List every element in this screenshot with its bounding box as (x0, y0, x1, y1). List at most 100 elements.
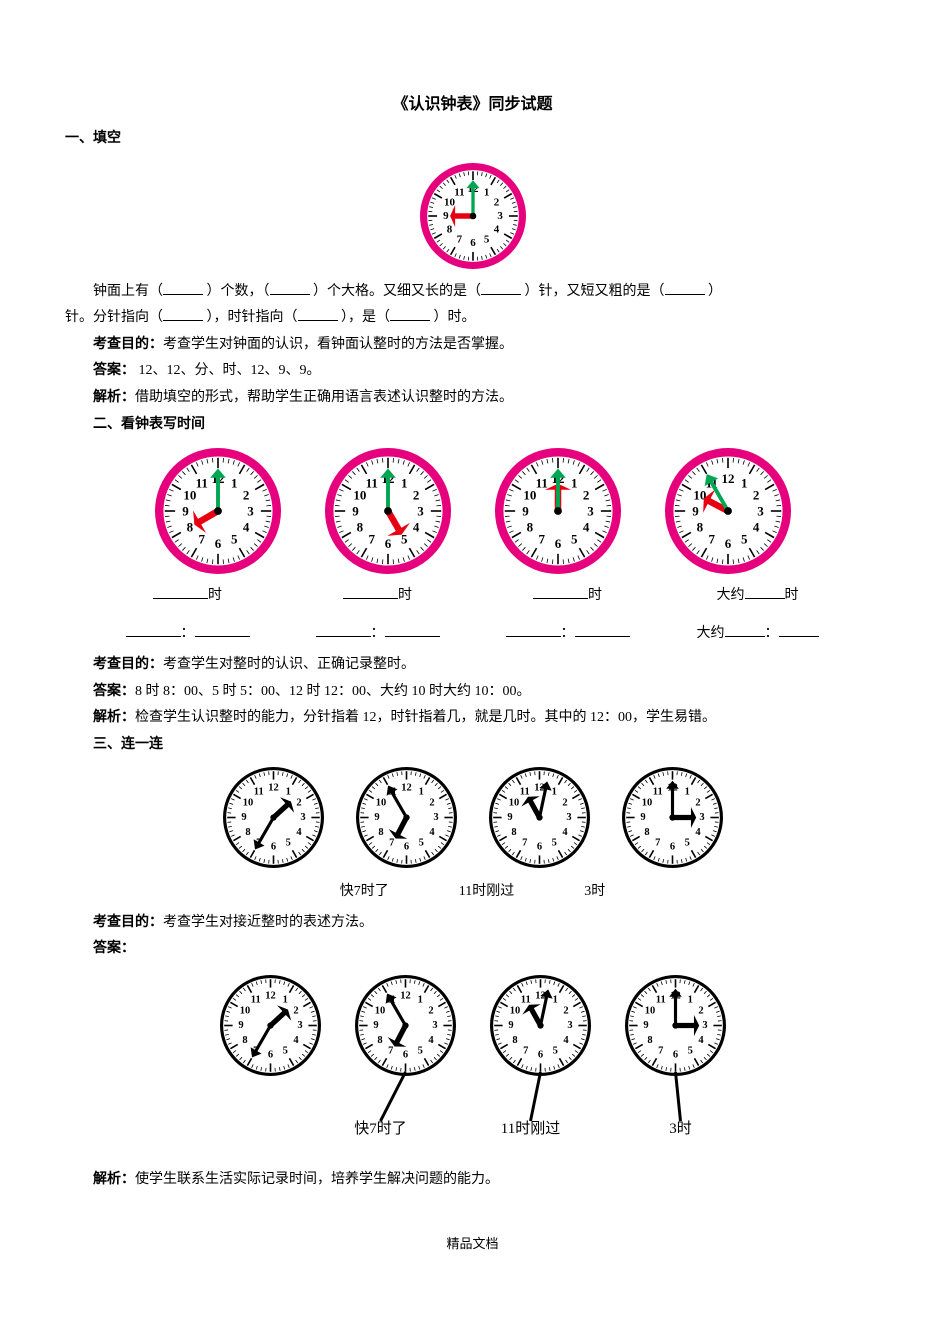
clock-item: 123456789101112 (663, 446, 793, 576)
section1-fill-line1: 钟面上有（ ）个数，（ ）个大格。又细又长的是（ ）针，又短又粗的是（ ） (65, 279, 880, 306)
svg-text:5: 5 (740, 532, 747, 547)
blank (779, 622, 819, 637)
section3-labels-top: 快7时了 11时刚过 3时 (65, 880, 880, 900)
svg-text:5: 5 (552, 1045, 557, 1056)
svg-text:6: 6 (724, 536, 731, 551)
svg-text:4: 4 (429, 826, 435, 837)
blank (270, 280, 310, 295)
section2-heading: 二、看钟表写时间 (65, 412, 880, 439)
svg-text:9: 9 (507, 812, 512, 823)
label: 解析： (93, 390, 135, 405)
svg-text:2: 2 (493, 196, 499, 208)
worksheet-page: 《认识钟表》同步试题 一、填空 123456789101112 钟面上有（ ）个… (0, 0, 945, 1292)
section1-purpose: 考查目的：考查学生对钟面的认识，看钟面认整时的方法是否掌握。 (65, 332, 880, 359)
text: 钟面上有（ (93, 284, 163, 299)
section2-clock-row: 1234567891011121234567891011121234567891… (65, 446, 880, 576)
text: ： (371, 626, 385, 641)
svg-text:9: 9 (443, 210, 449, 222)
svg-text:6: 6 (267, 1049, 272, 1060)
text: 检查学生认识整时的能力，分针指着 12，时针指着几，就是几时。其中的 12：00… (135, 710, 716, 725)
section3-answer: 答案： (65, 936, 880, 963)
clock-icon: 123456789101112 (323, 446, 453, 576)
svg-text:7: 7 (389, 837, 394, 848)
text: 12、12、分、时、12、9、9。 (135, 363, 321, 378)
svg-text:11: 11 (250, 994, 260, 1005)
blank (575, 622, 630, 637)
svg-text:10: 10 (375, 797, 386, 808)
svg-text:3: 3 (432, 1020, 437, 1031)
svg-text:5: 5 (687, 1045, 692, 1056)
svg-text:7: 7 (522, 837, 527, 848)
svg-text:8: 8 (446, 223, 452, 235)
clock-item: 123456789101112 (493, 446, 623, 576)
clock-item: 123456789101112 (221, 765, 326, 870)
clock-icon: 123456789101112 (418, 161, 528, 271)
svg-text:12: 12 (268, 782, 279, 793)
svg-text:11: 11 (365, 476, 377, 491)
blank (665, 280, 705, 295)
section1-clock: 123456789101112 (418, 161, 528, 271)
svg-text:4: 4 (563, 1034, 569, 1045)
svg-text:5: 5 (418, 837, 423, 848)
svg-text:4: 4 (582, 520, 589, 535)
svg-text:4: 4 (412, 520, 419, 535)
svg-text:6: 6 (214, 536, 221, 551)
svg-text:11: 11 (454, 186, 464, 198)
text: 借助填空的形式，帮助学生正确用语言表述认识整时的方法。 (135, 390, 513, 405)
text: 时 (588, 588, 602, 603)
svg-text:10: 10 (508, 797, 519, 808)
svg-text:3: 3 (417, 504, 424, 519)
svg-text:7: 7 (198, 532, 205, 547)
svg-text:1: 1 (282, 994, 287, 1005)
svg-text:8: 8 (186, 520, 193, 535)
blank (390, 306, 430, 321)
label: 11时刚过 (459, 880, 514, 900)
svg-text:8: 8 (356, 520, 363, 535)
fill-cell: 时 (493, 584, 643, 604)
clock-icon: 123456789101112 (493, 446, 623, 576)
blank (316, 622, 371, 637)
svg-text:9: 9 (182, 504, 189, 519)
svg-text:1: 1 (552, 994, 557, 1005)
fill-cell: ： (493, 622, 643, 642)
svg-text:12: 12 (265, 990, 276, 1001)
svg-text:3: 3 (247, 504, 254, 519)
svg-text:快7时了: 快7时了 (354, 1120, 407, 1137)
svg-text:6: 6 (536, 841, 541, 852)
text: ： (181, 626, 195, 641)
svg-text:5: 5 (551, 837, 556, 848)
svg-text:2: 2 (562, 797, 567, 808)
svg-text:8: 8 (526, 520, 533, 535)
page-title: 《认识钟表》同步试题 (65, 90, 880, 114)
svg-text:9: 9 (508, 1020, 513, 1031)
text: 时 (785, 588, 799, 603)
svg-text:9: 9 (352, 504, 359, 519)
svg-text:9: 9 (640, 812, 645, 823)
svg-text:6: 6 (470, 237, 476, 249)
svg-text:9: 9 (241, 812, 246, 823)
text: 时 (208, 588, 222, 603)
svg-text:1: 1 (418, 786, 423, 797)
svg-text:6: 6 (384, 536, 391, 551)
svg-text:3: 3 (433, 812, 438, 823)
svg-text:1: 1 (417, 994, 422, 1005)
svg-text:1: 1 (400, 476, 407, 491)
label: 答案： (93, 684, 135, 699)
svg-text:7: 7 (368, 532, 375, 547)
svg-text:11: 11 (253, 786, 263, 797)
svg-text:9: 9 (238, 1020, 243, 1031)
svg-text:7: 7 (388, 1045, 393, 1056)
svg-text:6: 6 (672, 1049, 677, 1060)
section2-fill-row1: 时 时 时 大约时 (65, 584, 880, 604)
svg-text:10: 10 (644, 1005, 655, 1016)
text: 考查学生对整时的认识、正确记录整时。 (163, 657, 415, 672)
svg-text:7: 7 (658, 1045, 663, 1056)
svg-text:3: 3 (497, 210, 503, 222)
blank (533, 584, 588, 599)
clock-icon: 123456789101112 (221, 765, 326, 870)
blank (163, 280, 203, 295)
svg-text:9: 9 (373, 1020, 378, 1031)
svg-text:3: 3 (587, 504, 594, 519)
svg-text:1: 1 (230, 476, 237, 491)
svg-text:3: 3 (757, 504, 764, 519)
